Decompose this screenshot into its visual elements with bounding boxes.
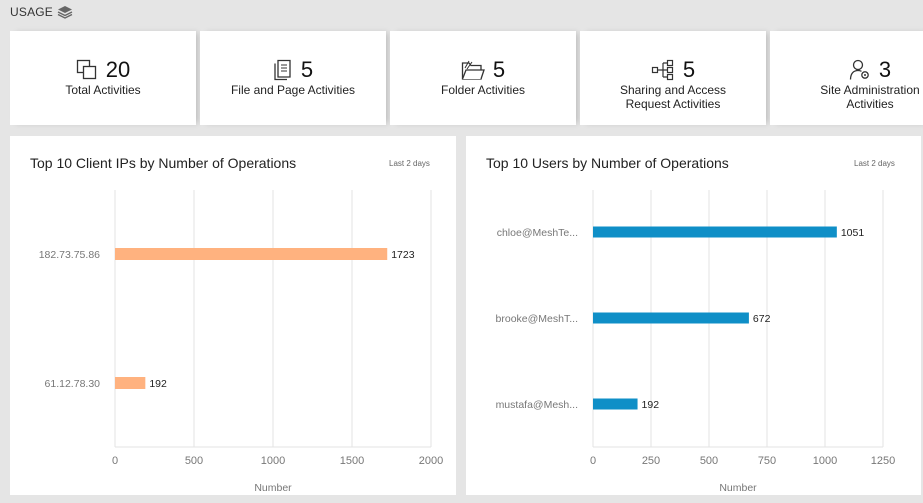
folder-icon [461,59,485,81]
card-file-page-activities[interactable]: 5 File and Page Activities [200,31,386,125]
bar [115,377,146,389]
card-sharing-access-activities[interactable]: 5 Sharing and Access Request Activities [580,31,766,125]
category-label: chloe@MeshTe... [497,227,578,239]
period-label[interactable]: Last 2 days [389,159,430,168]
card-total-activities[interactable]: 20 Total Activities [10,31,196,125]
category-label: mustafa@Mesh... [496,399,578,411]
card-site-administration-activities[interactable]: 3 Site Administration Activities [770,31,923,125]
data-label: 1723 [391,249,415,261]
x-tick-label: 2000 [419,455,443,467]
period-label[interactable]: Last 2 days [854,159,895,168]
card-label: Sharing and Access Request Activities [619,83,727,111]
panel-title: Top 10 Users by Number of Operations [486,155,729,171]
bar [593,312,749,324]
panel-top-users: 0 250 500 750 1000 1250 chloe@MeshTe... 1051 bro… [466,136,921,495]
card-label: Total Activities [65,83,141,97]
data-label: 192 [149,378,167,390]
card-label: Site Administration Activities [820,83,920,111]
panel-top-client-ips: 0 500 1000 1500 2000 182.73.75.86 1723 61.12.78… [10,136,456,495]
user-gear-icon [849,59,871,81]
card-count: 5 [300,57,314,82]
ip-bar-chart: 0 500 1000 1500 2000 182.73.75.86 1723 61.12.78… [39,190,443,494]
x-tick-label: 0 [112,455,118,467]
bar [115,248,388,260]
usage-section-header: USAGE [10,4,73,20]
x-tick-label: 750 [758,455,776,467]
activity-summary-cards: 20 Total Activities 5 File and Page Acti… [10,31,923,125]
category-label: 61.12.78.30 [45,378,101,390]
users-bar-chart: 0 250 500 750 1000 1250 chloe@MeshTe... 1051 bro… [496,190,895,494]
x-axis-title: Number [254,482,292,494]
card-count: 3 [878,57,892,82]
x-tick-label: 500 [185,455,203,467]
category-label: 182.73.75.86 [39,249,100,261]
card-label: File and Page Activities [230,83,356,97]
layers-icon [57,5,73,19]
x-tick-label: 500 [700,455,718,467]
data-label: 192 [642,399,660,411]
data-label: 672 [753,313,771,325]
panel-title: Top 10 Client IPs by Number of Operation… [30,155,297,171]
category-label: brooke@MeshT... [496,313,578,325]
bar [593,398,638,410]
share-icon [651,59,675,81]
x-tick-label: 1500 [340,455,364,467]
file-icon [273,59,293,81]
x-tick-label: 1000 [813,455,837,467]
copy-icon [76,59,98,81]
card-count: 20 [105,57,131,82]
bar [593,226,837,238]
x-tick-label: 250 [642,455,660,467]
card-folder-activities[interactable]: 5 Folder Activities [390,31,576,125]
x-axis-title: Number [719,482,757,494]
x-tick-label: 1000 [261,455,285,467]
x-tick-label: 1250 [871,455,895,467]
usage-title: USAGE [10,5,54,19]
card-count: 5 [682,57,696,82]
card-label: Folder Activities [440,83,526,97]
card-count: 5 [492,57,506,82]
data-label: 1051 [841,227,865,239]
x-tick-label: 0 [590,455,596,467]
